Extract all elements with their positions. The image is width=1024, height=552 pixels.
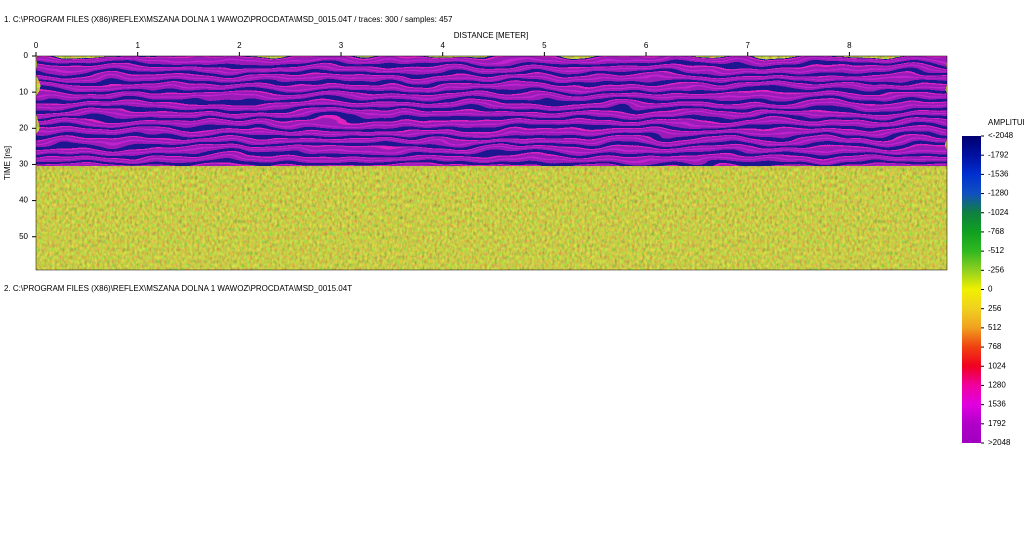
file-header: 1. C:\PROGRAM FILES (X86)\REFLEX\MSZANA … bbox=[4, 15, 453, 24]
colorbar-tick-label: -1024 bbox=[988, 208, 1009, 217]
colorbar-tick-label: -256 bbox=[988, 265, 1005, 274]
colorbar-tick-label: -512 bbox=[988, 246, 1005, 255]
colorbar-tick-label: 1280 bbox=[988, 381, 1006, 390]
x-tick-label: 4 bbox=[440, 41, 445, 50]
radargram-image bbox=[36, 56, 947, 270]
y-tick-label: 10 bbox=[19, 87, 28, 96]
colorbar-tick-label: 0 bbox=[988, 285, 993, 294]
colorbar-tick-label: -1280 bbox=[988, 189, 1009, 198]
colorbar-tick-label: 1024 bbox=[988, 361, 1006, 370]
x-tick-label: 5 bbox=[542, 41, 547, 50]
colorbar-tick-label: 1792 bbox=[988, 419, 1006, 428]
x-tick-label: 1 bbox=[135, 41, 140, 50]
colorbar bbox=[962, 136, 981, 443]
colorbar-tick-label: -768 bbox=[988, 227, 1005, 236]
y-tick-label: 30 bbox=[19, 160, 28, 169]
plot-frame bbox=[35, 55, 948, 271]
x-tick-label: 7 bbox=[745, 41, 750, 50]
colorbar-tick-label: <-2048 bbox=[988, 131, 1014, 140]
y-tick-label: 20 bbox=[19, 123, 28, 132]
colorbar-tick-label: -1792 bbox=[988, 150, 1009, 159]
file-header: 2. C:\PROGRAM FILES (X86)\REFLEX\MSZANA … bbox=[4, 284, 352, 293]
x-tick-label: 0 bbox=[34, 41, 39, 50]
colorbar-tick-label: 768 bbox=[988, 342, 1002, 351]
x-tick-label: 2 bbox=[237, 41, 242, 50]
x-tick-label: 6 bbox=[644, 41, 649, 50]
x-axis-label: DISTANCE [METER] bbox=[454, 31, 529, 40]
y-axis-label: TIME [ns] bbox=[3, 146, 12, 180]
colorbar-title: AMPLITUDE bbox=[988, 118, 1024, 127]
x-tick-label: 8 bbox=[847, 41, 852, 50]
colorbar-tick-label: -1536 bbox=[988, 169, 1009, 178]
y-tick-label: 0 bbox=[24, 51, 29, 60]
x-tick-label: 3 bbox=[339, 41, 344, 50]
y-tick-label: 40 bbox=[19, 196, 28, 205]
y-tick-label: 50 bbox=[19, 232, 28, 241]
colorbar-tick-label: 512 bbox=[988, 323, 1002, 332]
colorbar-tick-label: 1536 bbox=[988, 400, 1006, 409]
colorbar-tick-label: 256 bbox=[988, 304, 1002, 313]
colorbar-tick-label: >2048 bbox=[988, 438, 1011, 447]
